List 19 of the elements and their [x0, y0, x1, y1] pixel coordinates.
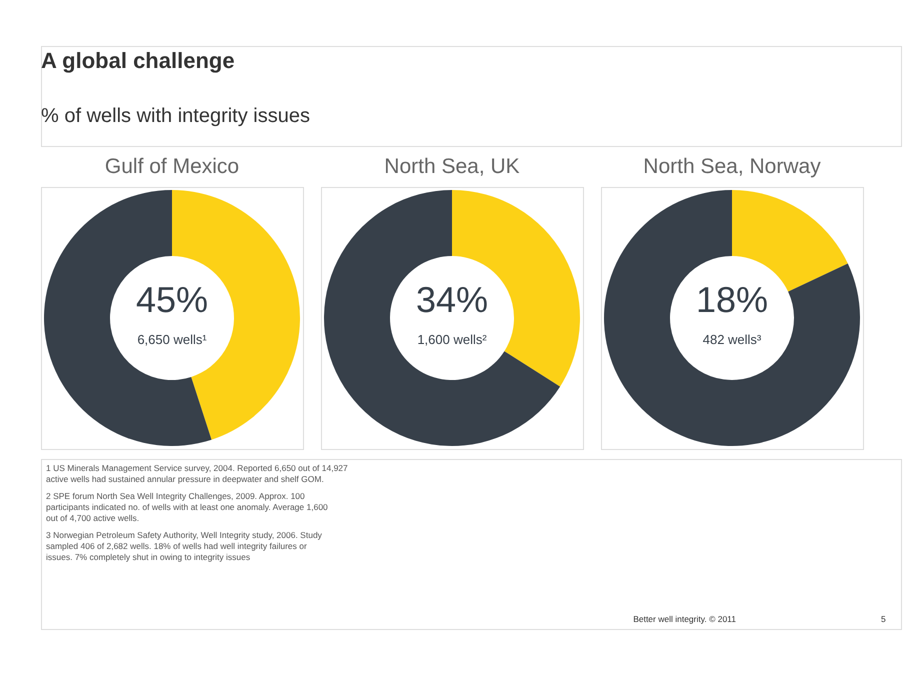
text: 6,650 wells¹	[137, 332, 208, 347]
text: A global challenge	[41, 48, 235, 73]
text: 5	[881, 614, 886, 624]
donut-slice	[44, 190, 212, 446]
text: 3 Norwegian Petroleum Safety Authority, Well Integrity study, 2006. Study sampled 406 of 2,682 wells. 18% of wells had well integrity failures or issues. 7% completely shut in owing to integrity issues	[46, 530, 323, 562]
text: % of wells with integrity issues	[41, 105, 310, 127]
data-label: 45%	[136, 279, 208, 320]
data-label: 34%	[416, 279, 488, 320]
text: 1 US Minerals Management Service survey, 2004. Reported 6,650 out of 14,927 active wells had sustained annular pressure in deepwater and shelf GOM.	[46, 463, 348, 484]
text: 2 SPE forum North Sea Well Integrity Challenges, 2009. Approx. 100 participants indicated no. of wells with at least one anomaly. Average 1,600 out of 4,700 active wells.	[46, 491, 328, 523]
text: Better well integrity. © 2011	[633, 614, 736, 624]
donut-slice	[604, 190, 860, 446]
data-label: 18%	[696, 279, 768, 320]
chart-title: North Sea, Norway	[643, 155, 822, 178]
text: 482 wells³	[702, 332, 762, 347]
text: 1,600 wells²	[417, 332, 488, 347]
chart-title: Gulf of Mexico	[104, 155, 240, 178]
chart-title: North Sea, UK	[384, 155, 520, 178]
donut-slice	[324, 190, 560, 446]
